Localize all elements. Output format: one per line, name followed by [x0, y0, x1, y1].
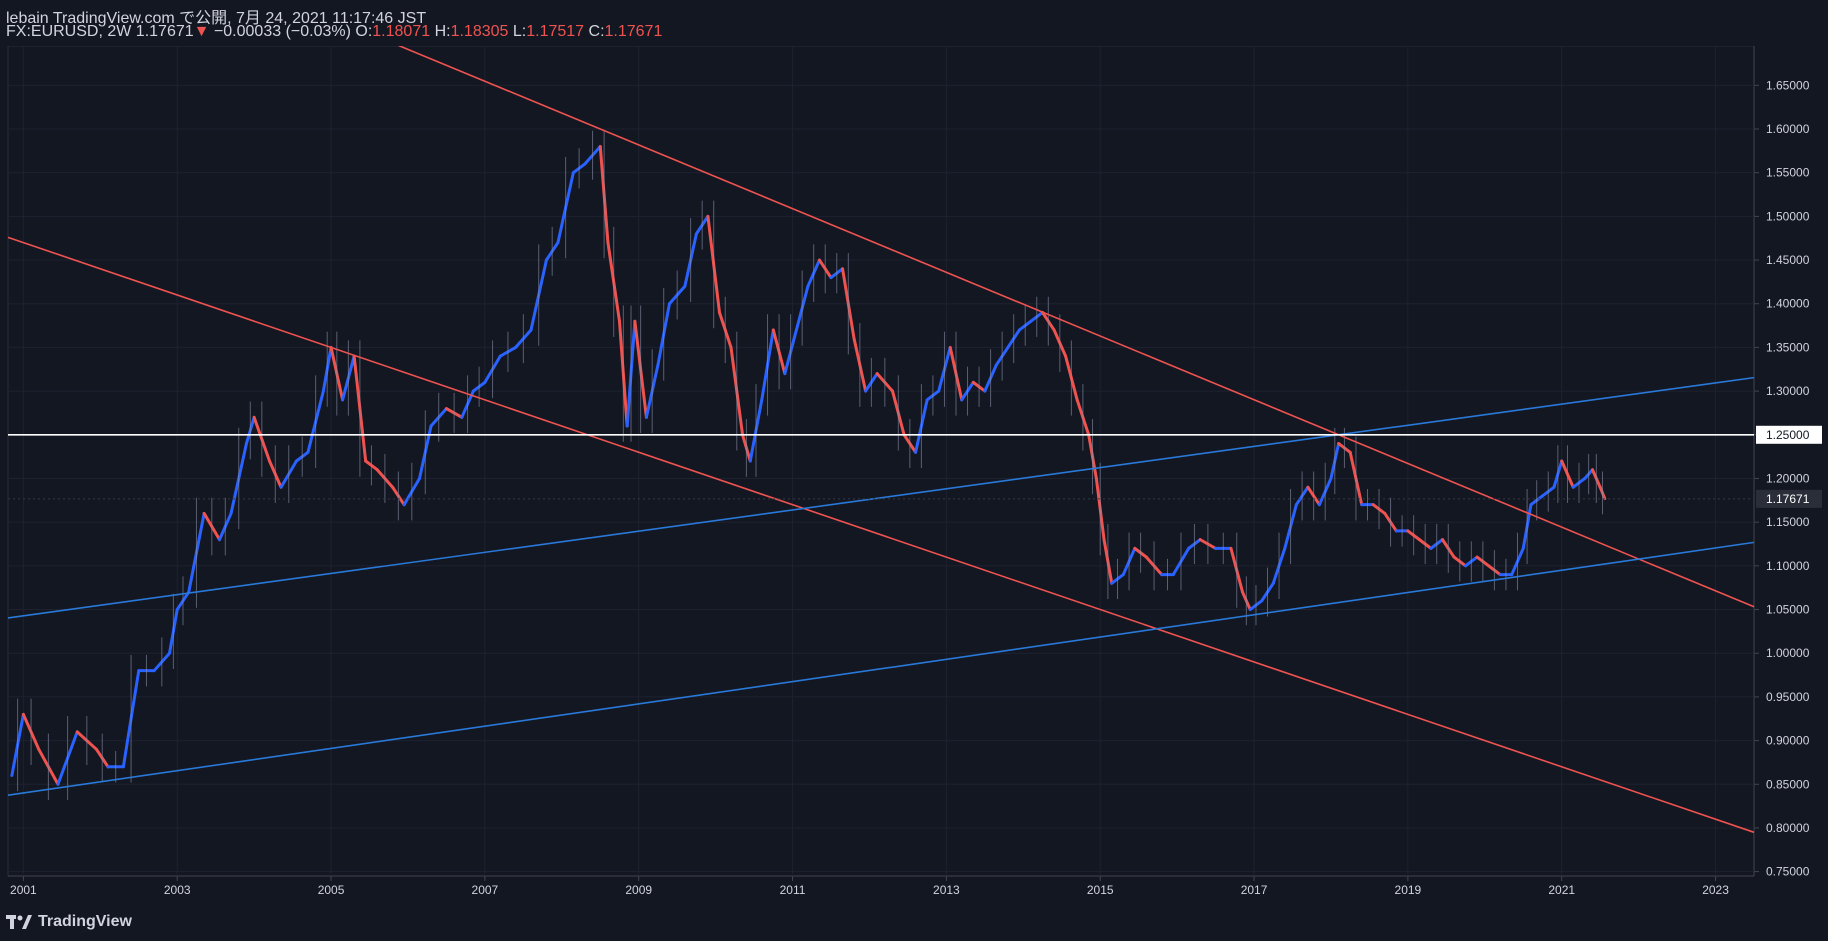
grid: [8, 46, 1754, 876]
x-tick-label: 2015: [1087, 883, 1114, 897]
open-label: O:: [355, 23, 373, 40]
y-tick-label: 0.95000: [1766, 690, 1810, 704]
price-axis[interactable]: 0.75000 0.80000 0.85000 0.90000 0.95000 1.000…: [1754, 78, 1810, 879]
high-value: 1.18305: [450, 23, 509, 40]
brand-name: TradingView: [38, 913, 132, 930]
low-label: L:: [512, 23, 527, 40]
y-tick-label: 1.45000: [1766, 253, 1810, 267]
level-price-tag: [1756, 425, 1822, 444]
y-tick-label: 1.55000: [1766, 166, 1810, 180]
x-tick-label: 2013: [933, 883, 960, 897]
x-tick-label: 2005: [318, 883, 345, 897]
x-tick-label: 2021: [1548, 883, 1575, 897]
open-value: 1.18071: [372, 23, 431, 40]
y-tick-label: 1.20000: [1766, 471, 1810, 485]
y-tick-label: 1.50000: [1766, 209, 1810, 223]
y-tick-label: 1.65000: [1766, 78, 1810, 92]
y-tick-label: 1.05000: [1766, 603, 1810, 617]
trend-lines[interactable]: [7, 0, 1755, 834]
x-tick-label: 2003: [164, 883, 191, 897]
x-tick-label: 2001: [10, 883, 37, 897]
symbol-line: FX:EURUSD, 2W 1.17671▼ −0.00033 (−0.03%)…: [6, 23, 662, 41]
price-labels: 1.25000 1.17671: [8, 425, 1822, 508]
price-change: −0.00033 (−0.03%): [213, 23, 351, 40]
y-tick-label: 0.85000: [1766, 777, 1810, 791]
x-tick-label: 2011: [780, 883, 806, 897]
low-value: 1.17517: [526, 23, 585, 40]
close-label: C:: [588, 23, 605, 40]
y-tick-label: 0.90000: [1766, 734, 1810, 748]
trend-line-red: [7, 236, 1755, 834]
change-down-icon: ▼: [193, 23, 210, 40]
x-tick-label: 2007: [472, 883, 499, 897]
tradingview-logo[interactable]: TradingView: [6, 911, 132, 933]
y-tick-label: 1.00000: [1766, 646, 1810, 660]
y-tick-label: 1.40000: [1766, 297, 1810, 311]
x-tick-label: 2017: [1241, 883, 1268, 897]
x-tick-label: 2009: [625, 883, 652, 897]
x-tick-label: 2023: [1702, 883, 1729, 897]
y-tick-label: 1.10000: [1766, 559, 1810, 573]
high-label: H:: [434, 23, 451, 40]
x-tick-label: 2019: [1395, 883, 1422, 897]
y-tick-label: 1.15000: [1766, 515, 1810, 529]
trend-line-blue: [7, 376, 1755, 619]
chart-header: lebain TradingView.com で公開, 7月 24, 2021 …: [0, 0, 1828, 46]
time-axis[interactable]: 2001 2003 2005 2007 2009 2011 2013 2015 2017 2019…: [10, 876, 1729, 897]
y-tick-label: 1.30000: [1766, 384, 1810, 398]
y-tick-label: 0.75000: [1766, 865, 1810, 879]
last-price: 1.17671: [135, 23, 194, 40]
y-tick-label: 1.35000: [1766, 340, 1810, 354]
published-line: lebain TradingView.com で公開, 7月 24, 2021 …: [6, 10, 427, 27]
trend-line-blue: [7, 541, 1755, 797]
y-tick-label: 1.60000: [1766, 122, 1810, 136]
current-price-tag: [1756, 489, 1822, 508]
tradingview-logo-icon: [6, 915, 32, 929]
y-tick-label: 0.80000: [1766, 821, 1810, 835]
level-price-label: 1.25000: [1766, 428, 1810, 442]
symbol-name[interactable]: FX:EURUSD, 2W: [6, 23, 132, 40]
close-value: 1.17671: [604, 23, 663, 40]
current-price-label: 1.17671: [1766, 492, 1810, 506]
